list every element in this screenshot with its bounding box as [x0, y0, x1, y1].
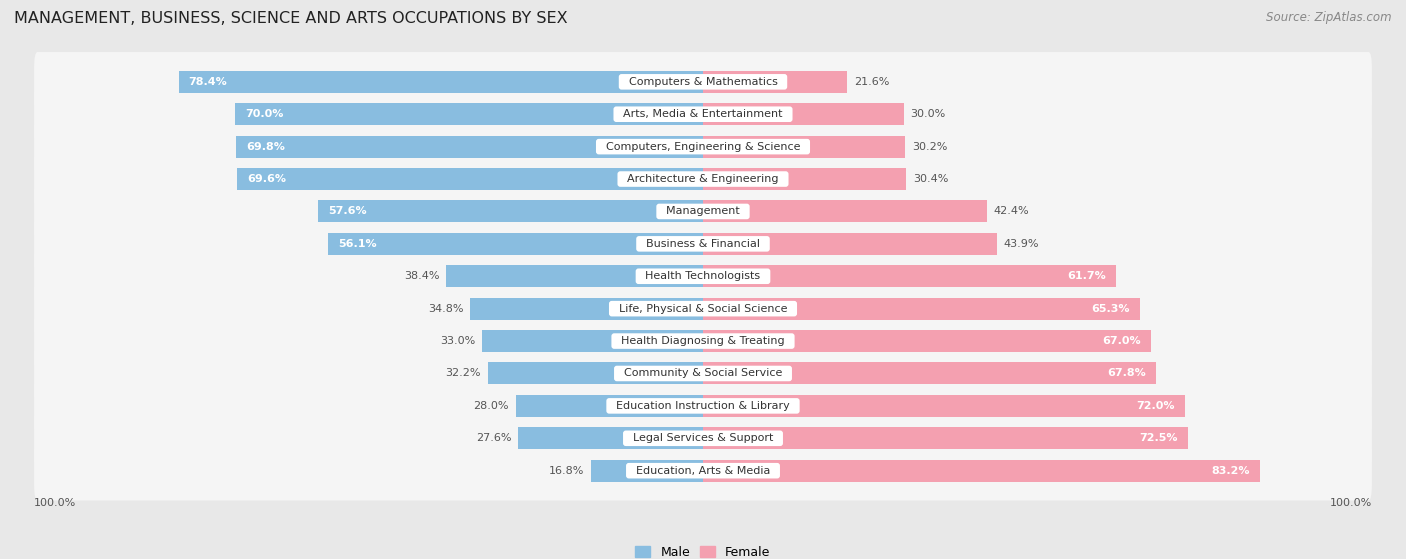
Text: 69.6%: 69.6%: [247, 174, 287, 184]
Text: 100.0%: 100.0%: [34, 498, 76, 508]
Text: Architecture & Engineering: Architecture & Engineering: [620, 174, 786, 184]
Text: Computers & Mathematics: Computers & Mathematics: [621, 77, 785, 87]
FancyBboxPatch shape: [34, 344, 1372, 403]
FancyBboxPatch shape: [34, 182, 1372, 241]
Text: 42.4%: 42.4%: [993, 206, 1029, 216]
Text: 33.0%: 33.0%: [440, 336, 475, 346]
Bar: [703, 330, 1152, 352]
Text: 78.4%: 78.4%: [188, 77, 228, 87]
FancyBboxPatch shape: [34, 409, 1372, 468]
Text: Education Instruction & Library: Education Instruction & Library: [609, 401, 797, 411]
Text: 56.1%: 56.1%: [337, 239, 377, 249]
Bar: [470, 297, 703, 320]
Bar: [318, 201, 703, 222]
Text: 83.2%: 83.2%: [1211, 466, 1250, 476]
Bar: [179, 71, 703, 93]
Bar: [488, 362, 703, 385]
FancyBboxPatch shape: [34, 279, 1372, 339]
Text: 28.0%: 28.0%: [474, 401, 509, 411]
Bar: [238, 168, 703, 190]
Text: 38.4%: 38.4%: [404, 271, 440, 281]
Text: Life, Physical & Social Science: Life, Physical & Social Science: [612, 304, 794, 314]
Text: 100.0%: 100.0%: [1330, 498, 1372, 508]
Text: 16.8%: 16.8%: [548, 466, 583, 476]
Text: 34.8%: 34.8%: [427, 304, 464, 314]
Bar: [519, 427, 703, 449]
Text: 30.2%: 30.2%: [911, 141, 948, 151]
FancyBboxPatch shape: [34, 117, 1372, 177]
FancyBboxPatch shape: [34, 441, 1372, 500]
Text: 32.2%: 32.2%: [446, 368, 481, 378]
Bar: [482, 330, 703, 352]
Text: Health Diagnosing & Treating: Health Diagnosing & Treating: [614, 336, 792, 346]
Text: 70.0%: 70.0%: [245, 109, 283, 119]
Bar: [703, 362, 1157, 385]
Text: 27.6%: 27.6%: [477, 433, 512, 443]
Text: 72.0%: 72.0%: [1136, 401, 1174, 411]
Bar: [703, 136, 905, 158]
Text: Management: Management: [659, 206, 747, 216]
Legend: Male, Female: Male, Female: [630, 541, 776, 559]
FancyBboxPatch shape: [34, 52, 1372, 112]
Text: 30.0%: 30.0%: [910, 109, 946, 119]
Bar: [703, 103, 904, 125]
Text: MANAGEMENT, BUSINESS, SCIENCE AND ARTS OCCUPATIONS BY SEX: MANAGEMENT, BUSINESS, SCIENCE AND ARTS O…: [14, 11, 568, 26]
Bar: [236, 136, 703, 158]
Bar: [446, 265, 703, 287]
Text: Source: ZipAtlas.com: Source: ZipAtlas.com: [1267, 11, 1392, 24]
Bar: [703, 233, 997, 255]
Bar: [703, 168, 907, 190]
Bar: [703, 297, 1140, 320]
FancyBboxPatch shape: [34, 214, 1372, 274]
Text: Legal Services & Support: Legal Services & Support: [626, 433, 780, 443]
Text: 43.9%: 43.9%: [1004, 239, 1039, 249]
Text: 69.8%: 69.8%: [246, 141, 285, 151]
Bar: [328, 233, 703, 255]
FancyBboxPatch shape: [34, 149, 1372, 209]
Text: 65.3%: 65.3%: [1091, 304, 1130, 314]
Text: Community & Social Service: Community & Social Service: [617, 368, 789, 378]
Text: 21.6%: 21.6%: [855, 77, 890, 87]
Text: 30.4%: 30.4%: [912, 174, 949, 184]
Bar: [703, 201, 987, 222]
Text: Computers, Engineering & Science: Computers, Engineering & Science: [599, 141, 807, 151]
Bar: [591, 459, 703, 482]
FancyBboxPatch shape: [34, 247, 1372, 306]
Text: Education, Arts & Media: Education, Arts & Media: [628, 466, 778, 476]
Text: 61.7%: 61.7%: [1067, 271, 1105, 281]
Bar: [703, 427, 1188, 449]
FancyBboxPatch shape: [34, 376, 1372, 435]
Text: 72.5%: 72.5%: [1139, 433, 1178, 443]
Text: Arts, Media & Entertainment: Arts, Media & Entertainment: [616, 109, 790, 119]
FancyBboxPatch shape: [34, 311, 1372, 371]
Bar: [703, 395, 1185, 417]
Text: 67.0%: 67.0%: [1102, 336, 1142, 346]
Bar: [703, 459, 1260, 482]
Text: 57.6%: 57.6%: [328, 206, 367, 216]
Bar: [703, 71, 848, 93]
Bar: [516, 395, 703, 417]
Text: Health Technologists: Health Technologists: [638, 271, 768, 281]
Text: Business & Financial: Business & Financial: [638, 239, 768, 249]
FancyBboxPatch shape: [34, 84, 1372, 144]
Bar: [235, 103, 703, 125]
Bar: [703, 265, 1116, 287]
Text: 67.8%: 67.8%: [1108, 368, 1146, 378]
